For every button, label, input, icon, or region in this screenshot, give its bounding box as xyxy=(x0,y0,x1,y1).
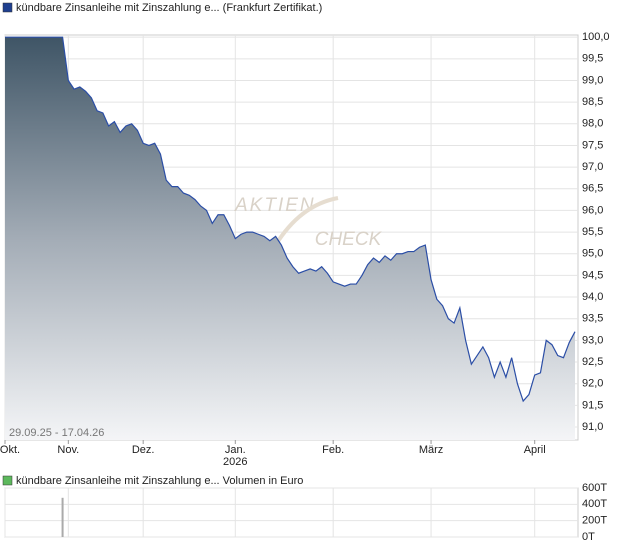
legend-swatch xyxy=(2,2,13,13)
y-tick-label: 0T xyxy=(582,531,595,543)
price-line xyxy=(5,36,576,403)
x-tick-label: Feb. xyxy=(322,444,344,456)
y-tick-label: 100,0 xyxy=(582,31,610,43)
y-tick-label: 98,0 xyxy=(582,118,603,130)
y-tick-label: 99,5 xyxy=(582,53,603,65)
watermark: CHECK xyxy=(315,229,383,250)
y-tick-label: 400T xyxy=(582,498,607,510)
x-tick-label: April xyxy=(524,444,546,456)
y-tick-label: 97,0 xyxy=(582,161,603,173)
x-tick-label: Nov. xyxy=(57,444,79,456)
y-tick-label: 93,0 xyxy=(582,334,603,346)
y-tick-label: 96,5 xyxy=(582,183,603,195)
volume-bar xyxy=(61,497,64,537)
y-tick-label: 94,0 xyxy=(582,291,603,303)
plot-frame xyxy=(4,487,579,538)
y-tick-label: 97,5 xyxy=(582,139,603,151)
x-tick-label: März xyxy=(419,444,443,456)
x-tick-label: Jan. xyxy=(225,444,246,456)
y-tick-label: 94,5 xyxy=(582,269,603,281)
y-tick-label: 95,5 xyxy=(582,226,603,238)
y-tick-label: 95,0 xyxy=(582,248,603,260)
y-tick-label: 96,0 xyxy=(582,204,603,216)
date-range: 29.09.25 - 17.04.26 xyxy=(9,427,104,439)
legend-label: kündbare Zinsanleihe mit Zinszahlung e..… xyxy=(16,2,322,14)
y-tick-label: 200T xyxy=(582,515,607,527)
watermark-swoosh xyxy=(273,196,339,248)
x-year-label: 2026 xyxy=(223,456,247,468)
y-tick-label: 91,0 xyxy=(582,421,603,433)
x-tick-label: Okt. xyxy=(0,444,20,456)
area-fill xyxy=(5,37,575,441)
y-tick-label: 99,0 xyxy=(582,74,603,86)
legend-label: kündbare Zinsanleihe mit Zinszahlung e..… xyxy=(16,475,303,487)
y-tick-label: 93,5 xyxy=(582,313,603,325)
y-tick-label: 91,5 xyxy=(582,399,603,411)
y-tick-label: 92,5 xyxy=(582,356,603,368)
y-tick-label: 600T xyxy=(582,482,607,494)
y-tick-label: 92,0 xyxy=(582,378,603,390)
legend-swatch xyxy=(2,475,13,486)
x-tick-label: Dez. xyxy=(132,444,155,456)
watermark: AKTIEN xyxy=(234,195,316,216)
y-tick-label: 98,5 xyxy=(582,96,603,108)
